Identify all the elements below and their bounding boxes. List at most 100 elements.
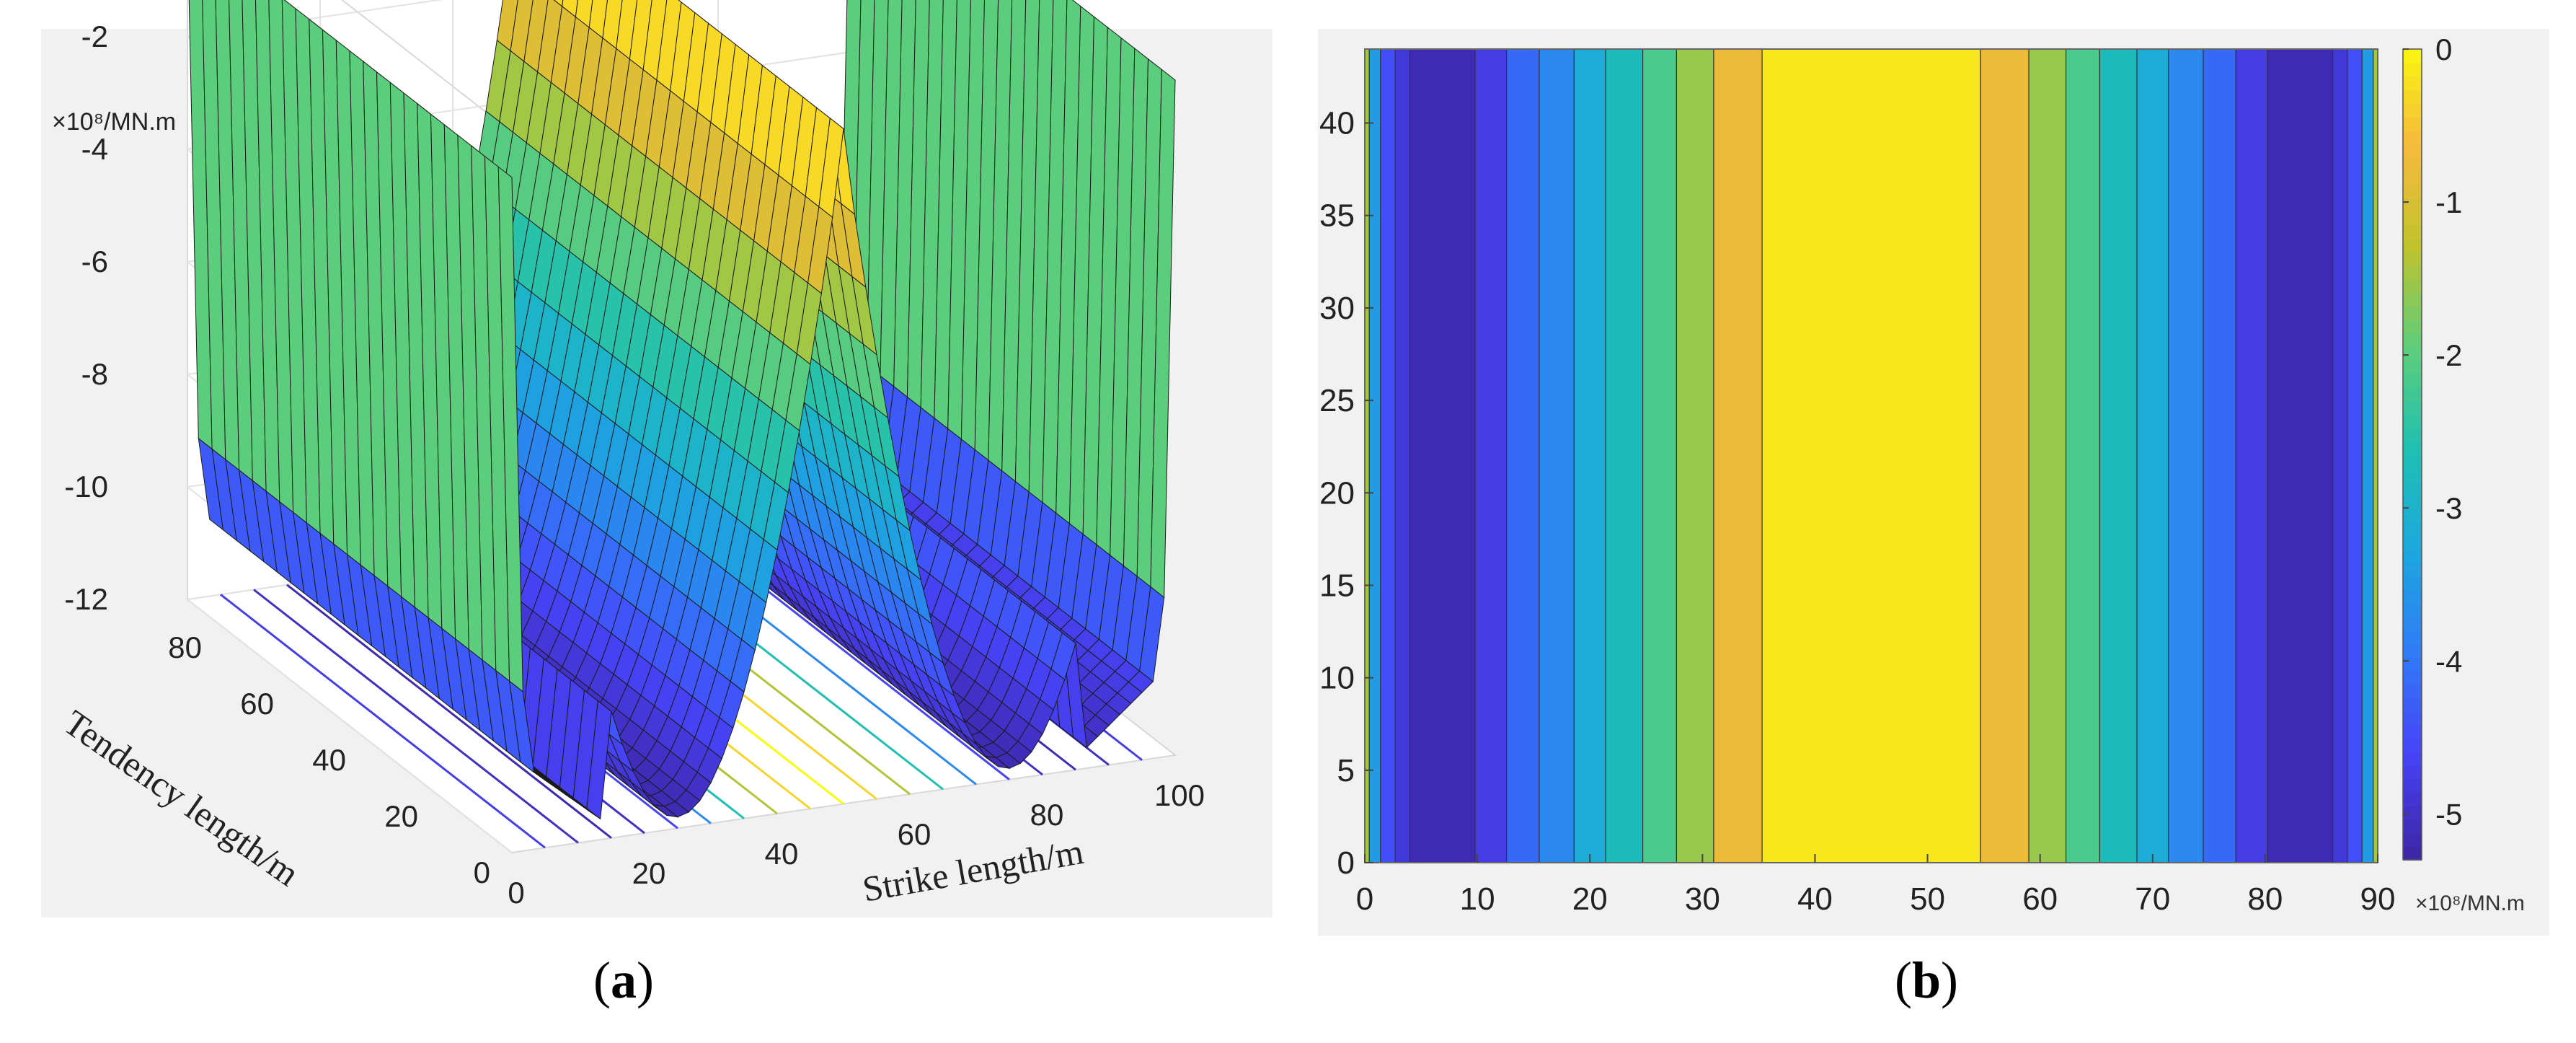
colorbar-swatch xyxy=(2403,778,2422,793)
contour-band xyxy=(1474,48,1508,863)
colorbar-swatch xyxy=(2403,495,2422,509)
x-tick-label-b: 60 xyxy=(2022,881,2058,917)
z-tick-label-a: -6 xyxy=(81,245,108,278)
colorbar-swatch xyxy=(2403,278,2422,294)
colorbar-swatch xyxy=(2403,467,2422,483)
colorbar-swatch xyxy=(2403,184,2422,199)
colorbar-swatch xyxy=(2403,413,2422,428)
contour-band xyxy=(1713,48,1763,863)
y-tick-label-b: 5 xyxy=(1337,753,1355,788)
x-tick-label-b: 30 xyxy=(1685,881,1720,917)
floor-contour-line xyxy=(286,584,612,839)
colorbar-swatch xyxy=(2403,427,2422,442)
z-tick-label-a: -8 xyxy=(81,357,108,391)
colorbar-swatch xyxy=(2403,576,2422,591)
panel-b-contour-plot: 0 10 20 30 40 50 60 70 80 90 0 5 10 15 20 25 30 35 40 0 -1 -2… xyxy=(1318,29,2549,936)
y-tick-label-b: 25 xyxy=(1319,383,1355,418)
colorbar-swatch xyxy=(2403,333,2422,348)
colorbar-swatch xyxy=(2403,643,2422,658)
colorbar-swatch xyxy=(2403,522,2422,537)
colorbar-swatch xyxy=(2403,549,2422,563)
x-tick-label-a: 0 xyxy=(508,876,524,910)
colorbar-tick-label: 0 xyxy=(2435,32,2452,66)
colorbar-swatch xyxy=(2403,684,2422,699)
colorbar-swatch xyxy=(2403,616,2422,631)
colorbar-swatch xyxy=(2403,481,2422,496)
z-tick-label-a: -2 xyxy=(81,19,108,53)
colorbar-swatch xyxy=(2403,792,2422,807)
colorbar-swatch xyxy=(2403,198,2422,212)
colorbar-swatch xyxy=(2403,292,2422,307)
colorbar-swatch xyxy=(2403,657,2422,672)
z-tick-label-a: -4 xyxy=(81,132,108,166)
colorbar-frame xyxy=(2402,48,2422,861)
colorbar-swatch xyxy=(2403,116,2422,131)
colorbar-tick-label: -1 xyxy=(2435,185,2462,219)
colorbar-swatch xyxy=(2403,738,2422,753)
contour-band xyxy=(2136,48,2169,863)
x-tick-label-b: 50 xyxy=(1910,881,1945,917)
contour-band xyxy=(1605,48,1644,863)
y-tick-label-b: 20 xyxy=(1319,475,1355,511)
colorbar-swatch xyxy=(2403,630,2422,645)
y-tick-label-b: 40 xyxy=(1319,106,1355,141)
z-tick-label-a: -10 xyxy=(64,470,108,503)
colorbar-swatch xyxy=(2403,157,2422,172)
y-tick-label-b: 35 xyxy=(1319,198,1355,234)
x-tick-label-a: 20 xyxy=(632,856,666,890)
y-tick-label-b: 0 xyxy=(1337,845,1355,881)
colorbar-swatch xyxy=(2403,508,2422,523)
contour-band xyxy=(1642,48,1678,863)
contour-band xyxy=(2332,48,2348,863)
floor-contour-line xyxy=(220,594,546,849)
colorbar-swatch xyxy=(2403,305,2422,320)
colorbar-swatch xyxy=(2403,89,2422,104)
colorbar-swatch xyxy=(2403,144,2422,158)
caption-b: (b) xyxy=(1895,951,1959,1009)
colorbar-swatch xyxy=(2403,252,2422,266)
colorbar-swatch xyxy=(2403,387,2422,402)
colorbar-swatch xyxy=(2403,170,2422,185)
colorbar-swatch xyxy=(2403,319,2422,334)
contour-band xyxy=(1409,48,1476,863)
y-tick-label-b: 15 xyxy=(1319,568,1355,603)
x-tick-label-b: 20 xyxy=(1572,881,1608,917)
contour-band xyxy=(1539,48,1575,863)
plot-frame-b xyxy=(1364,48,2378,863)
contour-band xyxy=(2235,48,2268,863)
x-tick-label-b: 10 xyxy=(1460,881,1495,917)
x-tick-label-b: 80 xyxy=(2247,881,2283,917)
colorbar-swatch xyxy=(2403,441,2422,455)
panel-a-surface-plot: 0204060801000204060800-2-4-6-8-10-12×10⁸… xyxy=(41,0,1272,917)
floor-contour-line xyxy=(253,589,579,844)
x-tick-label-a: 80 xyxy=(1030,798,1064,832)
colorbar-swatch xyxy=(2403,49,2422,63)
colorbar-swatch xyxy=(2403,359,2422,374)
contour-band xyxy=(1676,48,1714,863)
colorbar-swatch xyxy=(2403,373,2422,388)
colorbar-unit-label: ×10⁸/MN.m xyxy=(2415,892,2525,915)
colorbar-swatch xyxy=(2403,765,2422,780)
z-tick-label-a: -12 xyxy=(64,582,108,616)
colorbar-swatch xyxy=(2403,211,2422,226)
colorbar-swatch xyxy=(2403,819,2422,834)
contour-band xyxy=(2361,48,2374,863)
colorbar-swatch xyxy=(2403,346,2422,361)
colorbar-swatch xyxy=(2403,589,2422,604)
contour-band xyxy=(1980,48,2030,863)
x-tick-label-b: 40 xyxy=(1797,881,1833,917)
y-tick-label-a: 0 xyxy=(474,855,490,889)
x-tick-label-b: 0 xyxy=(1356,881,1373,917)
colorbar-swatch xyxy=(2403,806,2422,820)
y-tick-label-a: 40 xyxy=(312,743,346,777)
colorbar-swatch xyxy=(2403,130,2422,145)
colorbar-tick-label: -4 xyxy=(2435,644,2462,678)
colorbar-swatch xyxy=(2403,400,2422,415)
contour-band xyxy=(2099,48,2138,863)
contour-band xyxy=(1394,48,1411,863)
colorbar-swatch xyxy=(2403,62,2422,77)
colorbar-tick-label: -2 xyxy=(2435,338,2462,372)
colorbar-swatch xyxy=(2403,238,2422,252)
z-unit-label: ×10⁸/MN.m xyxy=(52,108,176,136)
contour-band xyxy=(1761,48,1981,863)
